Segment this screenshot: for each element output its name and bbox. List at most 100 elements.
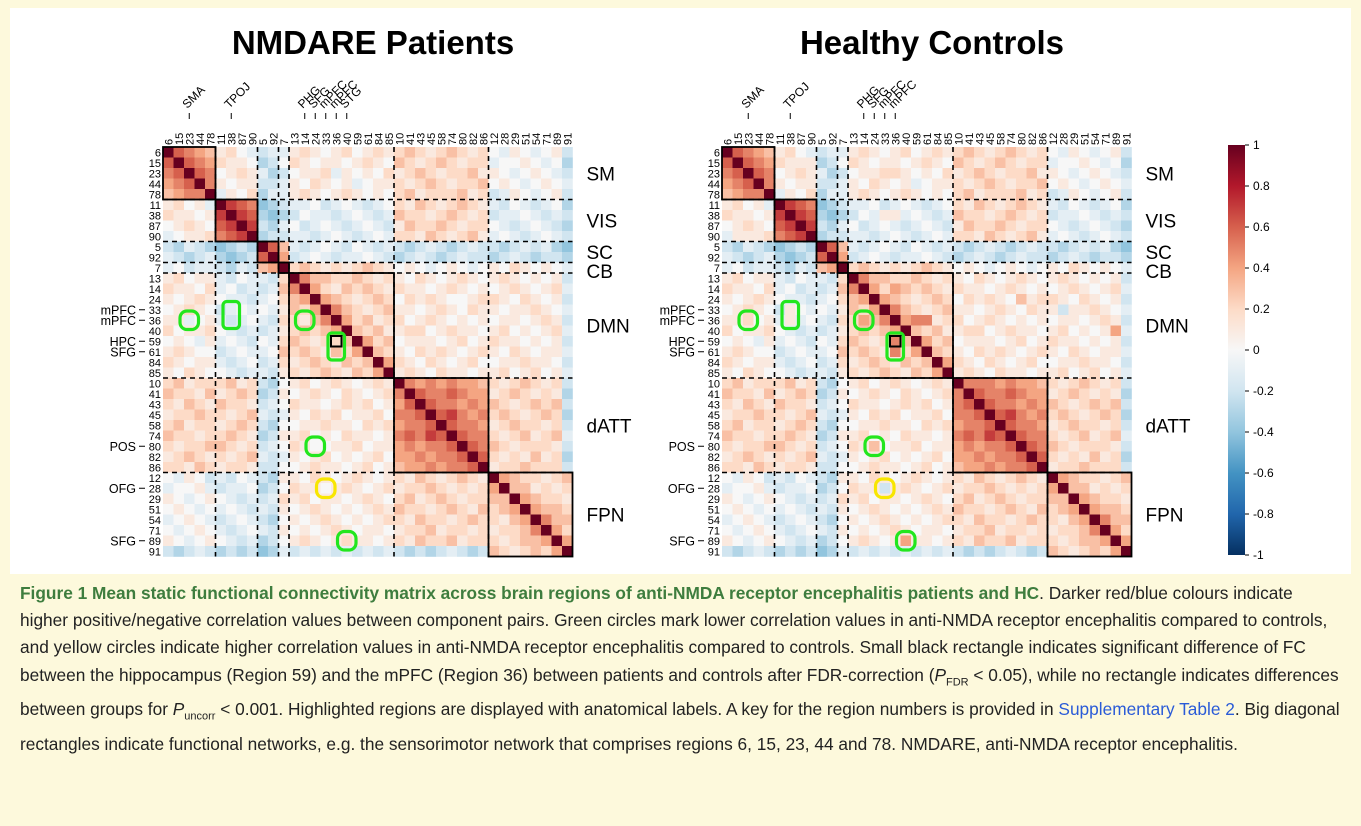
- cell: [520, 157, 531, 169]
- cell: [816, 336, 828, 347]
- cell: [732, 378, 744, 389]
- cell: [404, 325, 416, 337]
- cell: [383, 346, 395, 358]
- cell: [362, 252, 374, 263]
- cell: [774, 472, 786, 484]
- cell: [446, 504, 458, 515]
- cell: [806, 367, 817, 379]
- cell: [457, 546, 468, 557]
- cell: [499, 472, 510, 484]
- cell: [1037, 325, 1048, 337]
- cell: [520, 178, 531, 190]
- cell: [215, 472, 227, 484]
- cell: [921, 157, 933, 169]
- cell: [278, 535, 290, 547]
- left-annotation: OFG: [668, 482, 695, 496]
- cell: [900, 357, 912, 368]
- cell: [499, 252, 510, 263]
- cell: [890, 472, 901, 484]
- cell: [785, 210, 796, 221]
- cell: [436, 472, 447, 484]
- cell: [310, 336, 321, 347]
- cell: [457, 315, 468, 326]
- cell: [1110, 420, 1122, 431]
- cell: [1100, 441, 1111, 452]
- cell: [226, 273, 237, 284]
- cell: [795, 168, 807, 179]
- cell: [795, 388, 807, 400]
- cell: [215, 525, 227, 536]
- cell: [995, 168, 1006, 179]
- cell: [509, 472, 521, 484]
- cell: [1058, 241, 1069, 253]
- cell: [194, 420, 206, 431]
- cell: [173, 273, 185, 284]
- caption-title: Figure 1 Mean static functional connecti…: [20, 583, 1040, 603]
- cell: [1016, 262, 1027, 274]
- cell: [268, 189, 279, 200]
- cell: [1110, 220, 1122, 232]
- cell: [1016, 451, 1027, 463]
- cell: [562, 367, 573, 379]
- cell: [446, 483, 458, 494]
- cell: [194, 367, 206, 379]
- cell: [184, 168, 195, 179]
- cell: [848, 388, 859, 400]
- cell: [499, 283, 510, 295]
- cell: [1110, 472, 1122, 484]
- cell: [278, 346, 290, 358]
- cell: [1110, 231, 1122, 242]
- cell: [785, 451, 796, 463]
- cell: [1058, 472, 1069, 484]
- cell: [753, 178, 765, 190]
- cell: [963, 346, 975, 358]
- cell: [879, 462, 891, 473]
- cell: [974, 472, 985, 484]
- cell: [341, 199, 353, 211]
- cell: [383, 378, 395, 389]
- cell: [215, 378, 227, 389]
- cell: [932, 294, 943, 305]
- cell: [1121, 168, 1132, 179]
- cell: [352, 504, 363, 515]
- cell: [478, 315, 489, 326]
- cell: [205, 535, 216, 547]
- cell: [1016, 304, 1027, 316]
- cell: [932, 378, 943, 389]
- cell: [837, 283, 849, 295]
- cell: [1079, 525, 1090, 536]
- cell: [984, 252, 996, 263]
- caption-link[interactable]: Supplementary Table 2: [1058, 699, 1235, 720]
- cell: [268, 451, 279, 463]
- cell: [352, 325, 363, 337]
- cell: [268, 441, 279, 452]
- cell: [457, 283, 468, 295]
- cell: [1016, 420, 1027, 431]
- cell: [858, 525, 870, 536]
- cell: [1058, 483, 1069, 494]
- cell: [1037, 535, 1048, 547]
- cell: [446, 336, 458, 347]
- cell: [562, 357, 573, 368]
- cell: [1100, 304, 1111, 316]
- cell: [299, 367, 311, 379]
- cell: [795, 262, 807, 274]
- cell: [848, 262, 859, 274]
- cell: [520, 336, 531, 347]
- cell: [785, 441, 796, 452]
- cell: [499, 262, 510, 274]
- cell: [352, 420, 363, 431]
- cell: [1079, 388, 1090, 400]
- cell: [1005, 147, 1017, 158]
- cell: [236, 388, 248, 400]
- cell: [753, 483, 765, 494]
- col-label: 61: [363, 133, 375, 145]
- cell: [268, 357, 279, 368]
- cell: [848, 451, 859, 463]
- cell: [984, 514, 996, 526]
- row-label: 85: [708, 368, 720, 380]
- cell: [488, 241, 500, 253]
- cell: [869, 378, 880, 389]
- cell: [478, 472, 489, 484]
- cell: [257, 472, 269, 484]
